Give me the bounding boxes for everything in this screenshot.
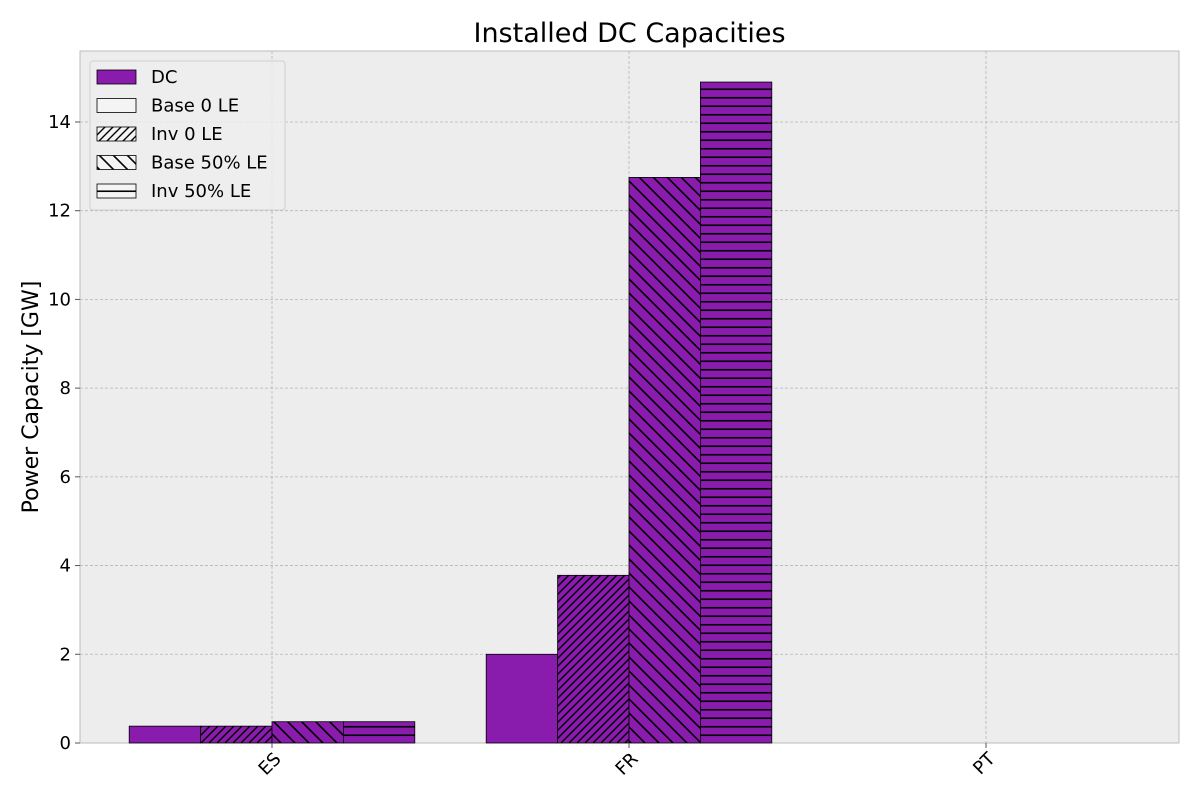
legend-swatch-hatch bbox=[97, 184, 136, 198]
y-tick-label: 0 bbox=[60, 733, 71, 754]
bar bbox=[200, 725, 273, 744]
legend-entry: Inv 0 LE bbox=[96, 124, 223, 145]
legend-entry: Base 0 LE bbox=[96, 96, 239, 117]
legend-entry: Inv 50% LE bbox=[96, 181, 251, 202]
legend: DC Base 0 LE Inv 0 LE Base 50% LE Inv 50% LE bbox=[89, 60, 286, 211]
legend-label: Inv 0 LE bbox=[151, 124, 223, 145]
bar bbox=[700, 81, 773, 744]
legend-swatch-outline bbox=[96, 98, 137, 113]
bar-hatch bbox=[343, 721, 415, 743]
legend-swatch-hatch bbox=[97, 155, 136, 170]
legend-box bbox=[89, 60, 286, 211]
legend-label: Inv 50% LE bbox=[151, 181, 251, 202]
bar bbox=[342, 721, 416, 744]
bar-hatch bbox=[629, 177, 701, 743]
legend-swatch bbox=[97, 98, 136, 113]
bar-hatch bbox=[272, 721, 344, 743]
x-tick-label: ES bbox=[255, 749, 286, 780]
bar-outline bbox=[700, 81, 773, 744]
bar bbox=[557, 574, 630, 744]
y-tick-label: 2 bbox=[60, 644, 71, 665]
legend-swatch-hatch bbox=[97, 127, 136, 141]
bar-fill bbox=[129, 726, 201, 743]
bar-outline bbox=[342, 721, 416, 744]
bar-hatch bbox=[700, 82, 772, 744]
y-axis-label: Power Capacity [GW] bbox=[19, 281, 44, 514]
bar bbox=[628, 177, 701, 744]
bar-hatch bbox=[200, 726, 272, 743]
legend-entry: Base 50% LE bbox=[96, 153, 268, 174]
chart-title: Installed DC Capacities bbox=[473, 18, 785, 49]
x-tick-label: PT bbox=[969, 748, 1000, 779]
bar bbox=[271, 721, 344, 744]
y-tick-label: 8 bbox=[60, 378, 71, 399]
y-tick-label: 10 bbox=[48, 289, 71, 310]
y-tick-label: 6 bbox=[60, 467, 71, 488]
bars bbox=[128, 81, 773, 744]
legend-swatch-outline bbox=[96, 126, 137, 142]
legend-label: Base 0 LE bbox=[151, 96, 239, 117]
legend-label: DC bbox=[151, 67, 177, 88]
x-tick-label: FR bbox=[612, 749, 643, 780]
legend-swatch-outline bbox=[96, 155, 137, 170]
legend-swatch bbox=[96, 69, 137, 85]
legend-swatch-outline bbox=[96, 183, 137, 199]
bar bbox=[485, 653, 559, 744]
y-tick-label: 14 bbox=[48, 112, 71, 133]
y-tick-label: 12 bbox=[48, 201, 71, 222]
y-tick-label: 4 bbox=[60, 556, 71, 577]
bar-fill bbox=[486, 654, 558, 743]
bar-hatch bbox=[557, 575, 629, 743]
legend-entry: DC bbox=[96, 67, 177, 88]
legend-label: Base 50% LE bbox=[151, 153, 268, 174]
bar bbox=[128, 725, 201, 744]
